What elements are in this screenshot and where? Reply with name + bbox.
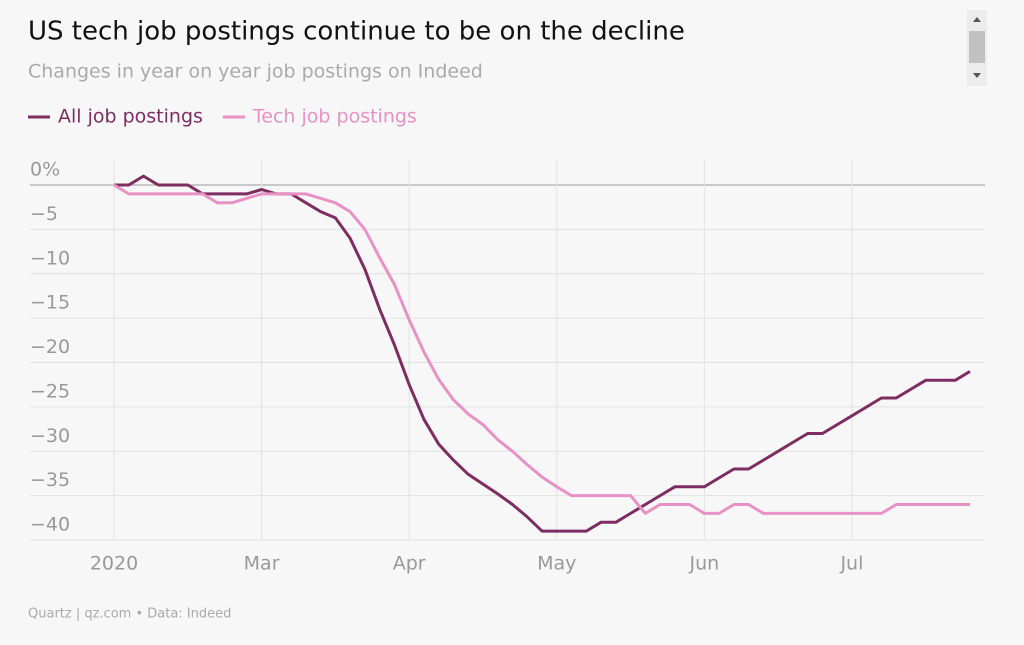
scroll-up[interactable] bbox=[973, 17, 981, 22]
scrollbar[interactable] bbox=[967, 10, 987, 86]
y-tick-label: −20 bbox=[30, 336, 70, 358]
source: Quartz | qz.com • Data: Indeed bbox=[28, 607, 231, 622]
legend-label: All job postings bbox=[58, 106, 203, 128]
scroll-down[interactable] bbox=[973, 73, 981, 78]
series-line bbox=[113, 183, 970, 515]
x-tick-label: May bbox=[537, 553, 576, 575]
scroll-thumb[interactable] bbox=[969, 31, 985, 63]
y-tick-label: −40 bbox=[30, 514, 70, 536]
x-tick-label: Apr bbox=[393, 553, 426, 575]
y-tick-label: −15 bbox=[30, 292, 70, 314]
x-tick-label: 2020 bbox=[90, 553, 138, 575]
chart-title: US tech job postings continue to be on t… bbox=[28, 17, 685, 47]
chart-subtitle: Changes in year on year job postings on … bbox=[28, 61, 483, 83]
y-tick-label: −35 bbox=[30, 469, 70, 491]
x-tick-label: Mar bbox=[244, 553, 280, 575]
y-tick-label: −25 bbox=[30, 380, 70, 402]
y-tick-label: −30 bbox=[30, 425, 70, 447]
series-line bbox=[114, 174, 971, 533]
legend-label: Tech job postings bbox=[252, 106, 417, 128]
x-tick-label: Jun bbox=[689, 553, 720, 575]
x-tick-label: Jul bbox=[839, 553, 863, 575]
y-tick-label: 0% bbox=[30, 159, 60, 181]
y-tick-label: −10 bbox=[30, 247, 70, 269]
y-tick-label: −5 bbox=[30, 203, 58, 225]
